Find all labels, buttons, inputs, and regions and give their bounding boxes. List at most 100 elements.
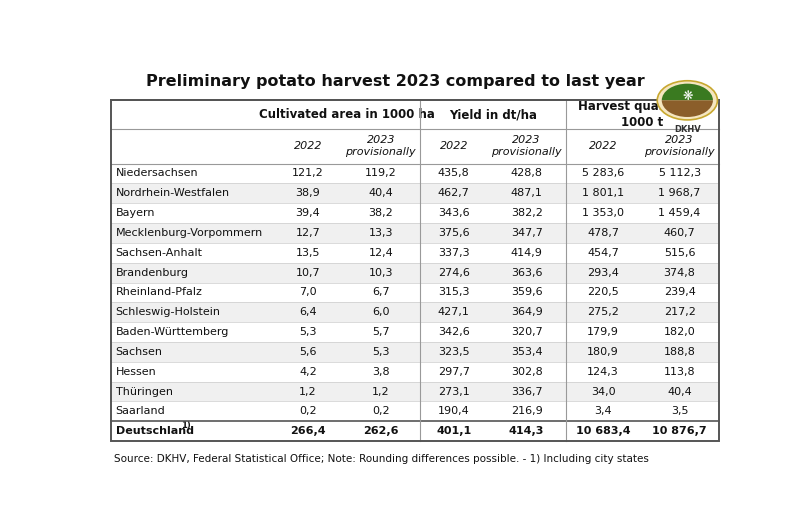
Text: Preliminary potato harvest 2023 compared to last year: Preliminary potato harvest 2023 compared… xyxy=(146,74,646,90)
Text: 302,8: 302,8 xyxy=(510,367,543,377)
Text: 1,2: 1,2 xyxy=(372,386,390,396)
Text: 3,5: 3,5 xyxy=(671,407,688,417)
Bar xyxy=(111,164,718,183)
Text: 427,1: 427,1 xyxy=(438,307,470,317)
Text: 0,2: 0,2 xyxy=(299,407,317,417)
Text: 347,7: 347,7 xyxy=(510,228,543,238)
Text: 266,4: 266,4 xyxy=(290,426,326,436)
Text: 336,7: 336,7 xyxy=(510,386,543,396)
Text: 460,7: 460,7 xyxy=(663,228,696,238)
Text: ❋: ❋ xyxy=(682,90,693,103)
Text: 2023
provisionally: 2023 provisionally xyxy=(491,135,562,157)
Text: 375,6: 375,6 xyxy=(438,228,469,238)
Text: 12,4: 12,4 xyxy=(368,248,393,258)
Text: 374,8: 374,8 xyxy=(663,268,696,278)
Wedge shape xyxy=(662,100,713,117)
Text: 2022: 2022 xyxy=(294,141,322,151)
Text: Yield in dt/ha: Yield in dt/ha xyxy=(449,108,537,121)
Text: 428,8: 428,8 xyxy=(510,169,543,179)
Text: 2023
provisionally: 2023 provisionally xyxy=(644,135,715,157)
Text: 0,2: 0,2 xyxy=(372,407,390,417)
Text: Harvest quantity in
1000 t: Harvest quantity in 1000 t xyxy=(578,100,706,129)
Text: 10,3: 10,3 xyxy=(369,268,393,278)
Text: 2022: 2022 xyxy=(439,141,468,151)
Text: 38,9: 38,9 xyxy=(295,188,320,198)
Bar xyxy=(111,382,718,401)
Text: 414,9: 414,9 xyxy=(510,248,543,258)
Text: Baden-Württemberg: Baden-Württemberg xyxy=(116,327,229,337)
Text: 179,9: 179,9 xyxy=(587,327,619,337)
Text: Rheinland-Pfalz: Rheinland-Pfalz xyxy=(116,287,202,297)
Text: 1 968,7: 1 968,7 xyxy=(659,188,701,198)
Text: 182,0: 182,0 xyxy=(663,327,696,337)
Text: 239,4: 239,4 xyxy=(663,287,696,297)
Text: 5,7: 5,7 xyxy=(372,327,390,337)
Bar xyxy=(111,401,718,421)
Text: 6,7: 6,7 xyxy=(372,287,390,297)
Bar xyxy=(111,342,718,362)
Text: 401,1: 401,1 xyxy=(436,426,472,436)
Text: 515,6: 515,6 xyxy=(664,248,695,258)
Text: 113,8: 113,8 xyxy=(663,367,696,377)
Text: 3,8: 3,8 xyxy=(372,367,390,377)
Text: 275,2: 275,2 xyxy=(587,307,619,317)
Bar xyxy=(111,362,718,382)
Text: 10 876,7: 10 876,7 xyxy=(652,426,707,436)
Text: 2022: 2022 xyxy=(589,141,617,151)
Text: 124,3: 124,3 xyxy=(587,367,619,377)
Text: 337,3: 337,3 xyxy=(438,248,469,258)
Text: Brandenburg: Brandenburg xyxy=(116,268,188,278)
Text: 13,5: 13,5 xyxy=(295,248,320,258)
Text: 7,0: 7,0 xyxy=(299,287,317,297)
Text: 217,2: 217,2 xyxy=(663,307,696,317)
Text: 414,3: 414,3 xyxy=(509,426,544,436)
Text: 382,2: 382,2 xyxy=(510,208,543,218)
Text: 274,6: 274,6 xyxy=(438,268,470,278)
Bar xyxy=(111,322,718,342)
Text: Bayern: Bayern xyxy=(116,208,155,218)
Text: 5,3: 5,3 xyxy=(372,347,390,357)
Text: Niedersachsen: Niedersachsen xyxy=(116,169,198,179)
Text: 487,1: 487,1 xyxy=(510,188,543,198)
Text: 1 459,4: 1 459,4 xyxy=(659,208,701,218)
Text: 180,9: 180,9 xyxy=(587,347,619,357)
Text: 262,6: 262,6 xyxy=(363,426,399,436)
Text: Schleswig-Holstein: Schleswig-Holstein xyxy=(116,307,221,317)
Text: Nordrhein-Westfalen: Nordrhein-Westfalen xyxy=(116,188,230,198)
Text: 293,4: 293,4 xyxy=(587,268,619,278)
Circle shape xyxy=(657,81,718,120)
Text: 6,0: 6,0 xyxy=(372,307,390,317)
Text: 5,3: 5,3 xyxy=(299,327,316,337)
Text: 315,3: 315,3 xyxy=(438,287,469,297)
Text: 363,6: 363,6 xyxy=(511,268,542,278)
Text: Saarland: Saarland xyxy=(116,407,165,417)
Text: 4,2: 4,2 xyxy=(299,367,317,377)
Text: 12,7: 12,7 xyxy=(295,228,320,238)
Text: 353,4: 353,4 xyxy=(510,347,543,357)
Text: 13,3: 13,3 xyxy=(369,228,393,238)
Text: Sachsen-Anhalt: Sachsen-Anhalt xyxy=(116,248,202,258)
Bar xyxy=(111,243,718,263)
Bar xyxy=(111,302,718,322)
Text: 1 353,0: 1 353,0 xyxy=(582,208,624,218)
Text: 40,4: 40,4 xyxy=(368,188,393,198)
Text: 273,1: 273,1 xyxy=(438,386,469,396)
Text: 323,5: 323,5 xyxy=(438,347,469,357)
Text: 5 112,3: 5 112,3 xyxy=(659,169,701,179)
Text: 10 683,4: 10 683,4 xyxy=(576,426,630,436)
Text: 188,8: 188,8 xyxy=(663,347,696,357)
Bar xyxy=(111,282,718,302)
Text: 435,8: 435,8 xyxy=(438,169,469,179)
Text: Source: DKHV, Federal Statistical Office; Note: Rounding differences possible. -: Source: DKHV, Federal Statistical Office… xyxy=(113,454,649,464)
Text: 216,9: 216,9 xyxy=(510,407,543,417)
Text: 320,7: 320,7 xyxy=(510,327,543,337)
Text: 343,6: 343,6 xyxy=(438,208,469,218)
Text: 359,6: 359,6 xyxy=(510,287,543,297)
Text: 38,2: 38,2 xyxy=(368,208,393,218)
Text: Hessen: Hessen xyxy=(116,367,156,377)
Text: 364,9: 364,9 xyxy=(510,307,543,317)
Text: 1): 1) xyxy=(180,421,190,430)
Bar xyxy=(111,263,718,282)
Text: Cultivated area in 1000 ha: Cultivated area in 1000 ha xyxy=(259,108,435,121)
Bar xyxy=(111,203,718,223)
